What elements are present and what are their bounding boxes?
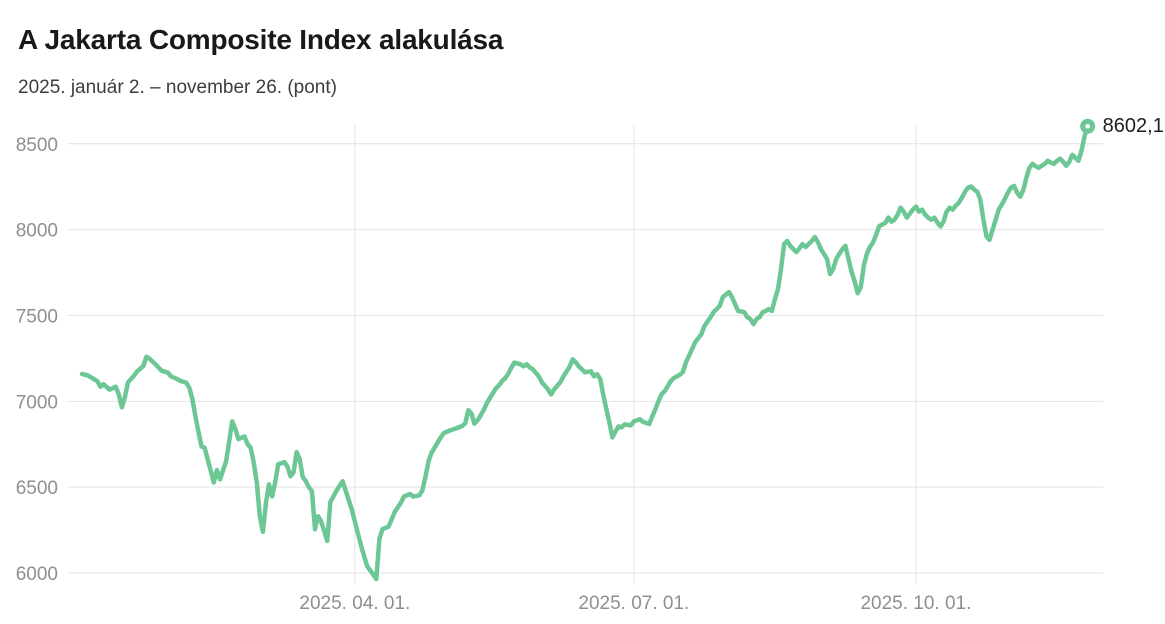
end-marker-center: [1085, 123, 1090, 129]
y-axis-label: 8000: [16, 221, 58, 242]
chart-title: A Jakarta Composite Index alakulása: [18, 24, 504, 55]
chart-subtitle: 2025. január 2. – november 26. (pont): [18, 77, 337, 98]
y-axis-label: 8500: [16, 135, 58, 156]
y-axis-label: 7500: [16, 306, 58, 327]
price-line: [79, 124, 1090, 582]
x-axis-label: 2025. 07. 01.: [578, 593, 689, 614]
x-axis-label: 2025. 10. 01.: [860, 593, 971, 614]
y-axis-label: 6000: [16, 564, 58, 585]
y-axis-label: 7000: [16, 392, 58, 413]
y-axis-label: 6500: [16, 478, 58, 499]
x-axis-label: 2025. 04. 01.: [299, 593, 410, 614]
last-value-label: 8602,1: [1102, 115, 1164, 138]
